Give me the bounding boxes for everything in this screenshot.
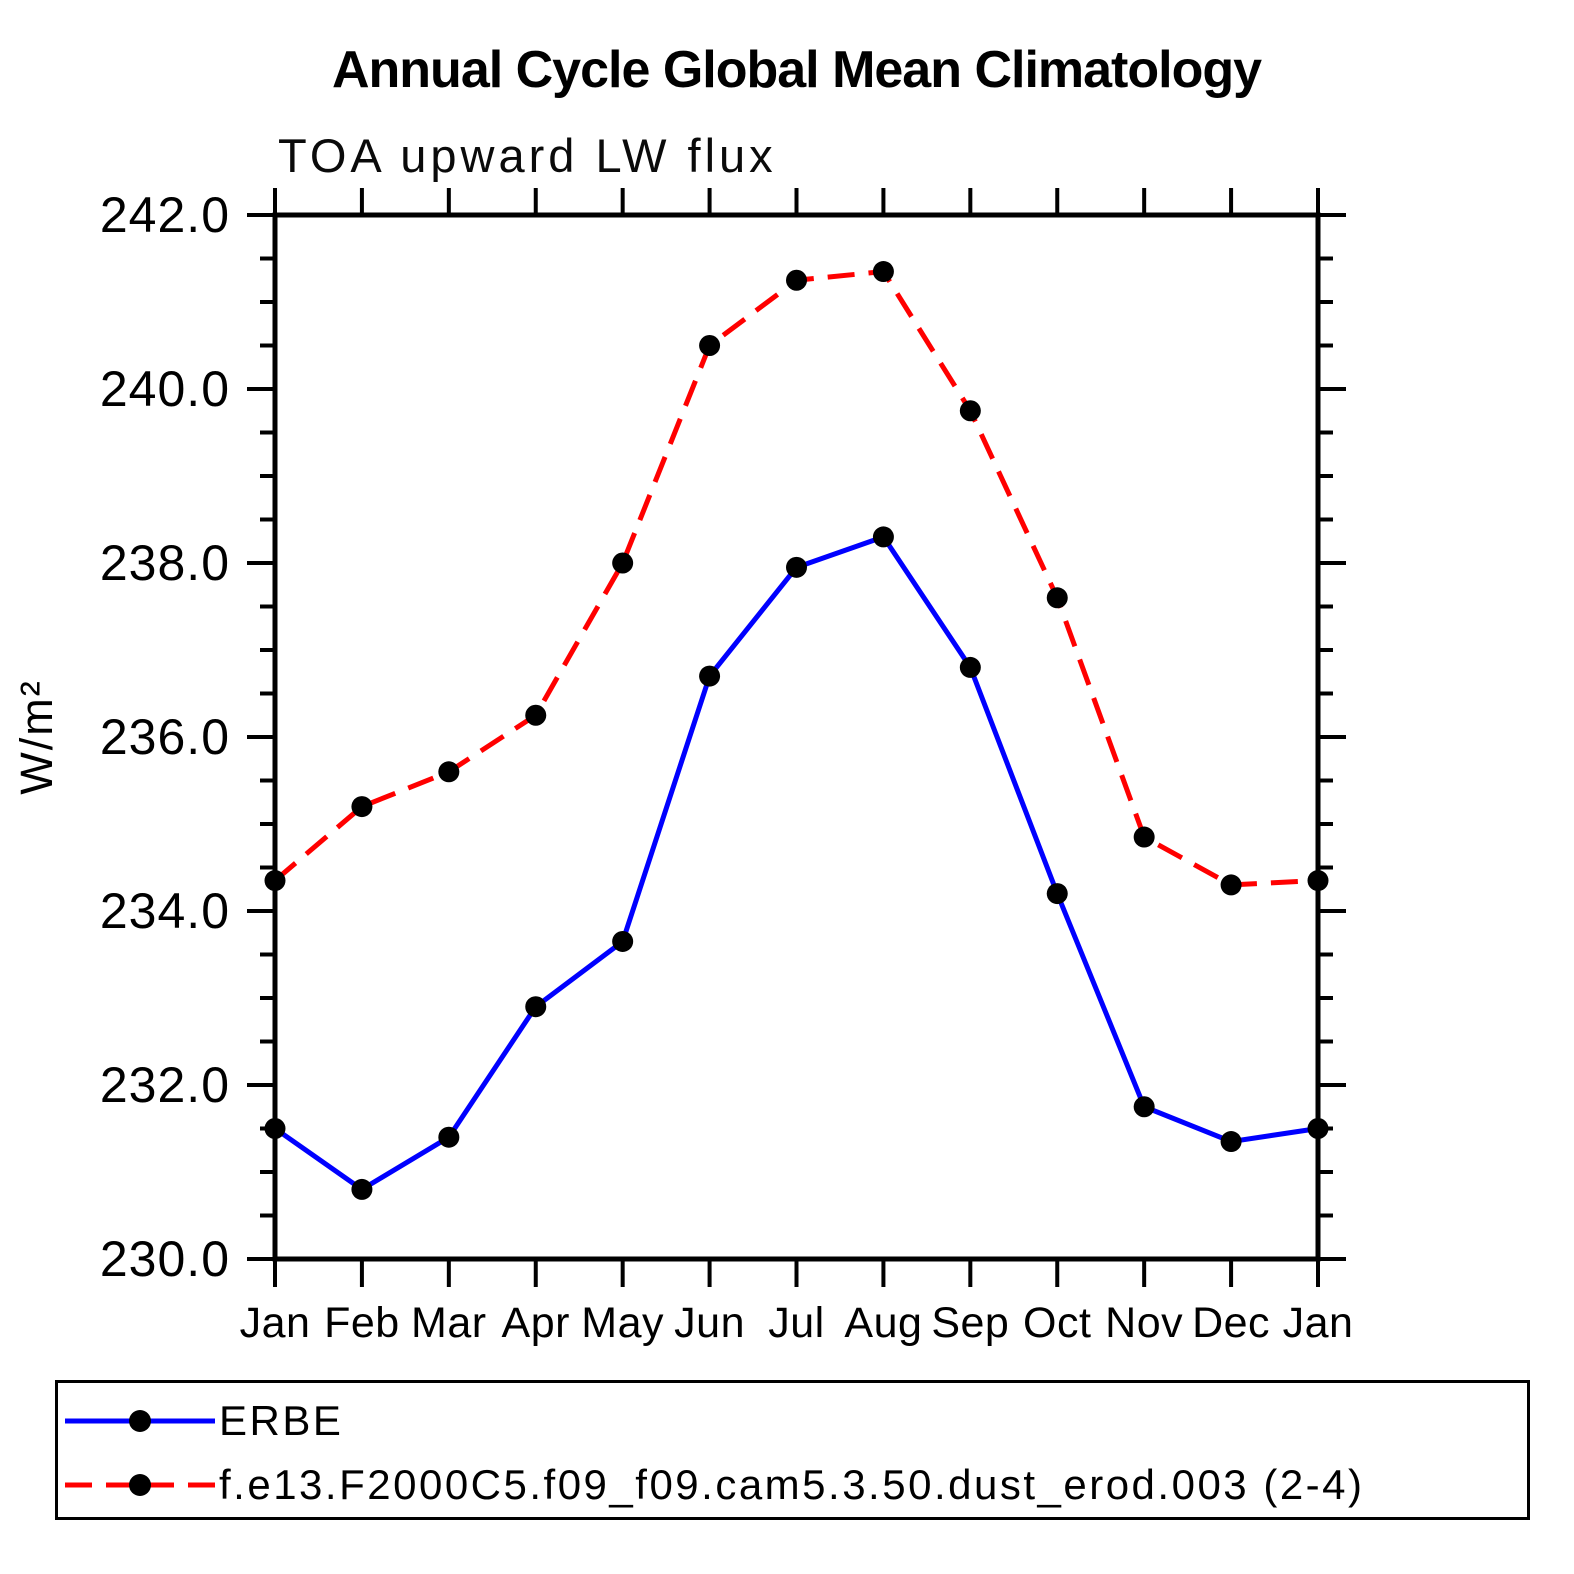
x-tick-label: Jun (674, 1299, 745, 1347)
legend-label: ERBE (219, 1397, 344, 1444)
series-1-marker (264, 870, 286, 892)
series-0-marker (1046, 883, 1068, 905)
x-tick-label: Aug (844, 1299, 922, 1347)
x-tick-label: Jan (1283, 1299, 1354, 1347)
legend-marker-dot-icon (129, 1410, 151, 1432)
series-0-marker (525, 996, 547, 1018)
series-0-marker (786, 556, 807, 578)
x-tick-label: Apr (502, 1299, 570, 1347)
series-0-marker (351, 1178, 373, 1200)
series-1-line (273, 269, 1319, 888)
x-tick-label: Jul (768, 1299, 824, 1347)
y-tick-label: 234.0 (100, 883, 230, 939)
series-0-marker (1133, 1096, 1155, 1118)
series-1-marker (872, 261, 894, 283)
page-title: Annual Cycle Global Mean Climatology (331, 41, 1262, 99)
series-0-marker (1220, 1131, 1242, 1153)
y-tick-label: 230.0 (100, 1231, 230, 1287)
series-1-marker (1307, 870, 1329, 892)
series-1-marker (1133, 826, 1155, 848)
y-tick-label: 240.0 (100, 361, 230, 417)
series-0-marker (438, 1126, 460, 1148)
legend-label: f.e13.F2000C5.f09_f09.cam5.3.50.dust_ero… (219, 1461, 1365, 1508)
series-0-marker (264, 1118, 286, 1139)
x-tick-label: Nov (1105, 1299, 1183, 1347)
legend-marker-dot-icon (129, 1474, 151, 1496)
y-tick-label: 236.0 (100, 709, 230, 765)
y-axis-label: W/m² (11, 679, 62, 794)
legend-entry-erbe: ERBE (58, 1393, 1525, 1449)
y-tick-label: 238.0 (100, 535, 230, 591)
legend: ERBE f.e13.F2000C5.f09_f09.cam5.3.50.dus… (55, 1380, 1530, 1520)
series-1-marker (612, 552, 634, 574)
series-0-marker (959, 656, 981, 678)
series-0-marker (872, 526, 894, 548)
series-1-marker (525, 704, 547, 726)
series-0-line (273, 534, 1319, 1192)
series-1-marker (786, 269, 807, 291)
series-1-marker (699, 335, 721, 356)
legend-swatch-solid-line (65, 1410, 215, 1432)
x-tick-label: Feb (324, 1299, 400, 1347)
plot-border (272, 212, 1321, 1262)
y-tick-label: 232.0 (100, 1057, 230, 1113)
y-tick-label: 242.0 (100, 187, 230, 243)
series-1-marker (351, 796, 373, 818)
x-tick-label: Dec (1192, 1299, 1270, 1347)
series-1-marker (438, 761, 460, 783)
x-tick-label: Sep (931, 1299, 1009, 1347)
series-0-marker (1307, 1118, 1329, 1139)
chart-subtitle: TOA upward LW flux (278, 129, 777, 182)
series-0-marker (699, 665, 721, 687)
x-tick-label: Jan (240, 1299, 311, 1347)
series-0-marker (612, 930, 634, 952)
series-1-marker (1046, 587, 1068, 609)
x-tick-label: May (581, 1299, 664, 1347)
x-tick-label: Oct (1023, 1299, 1091, 1347)
legend-entry-model: f.e13.F2000C5.f09_f09.cam5.3.50.dust_ero… (58, 1457, 1525, 1513)
series-1-marker (959, 400, 981, 422)
series-1-marker (1220, 874, 1242, 896)
legend-swatch-dashed-line (65, 1474, 215, 1496)
x-tick-label: Mar (411, 1299, 487, 1347)
